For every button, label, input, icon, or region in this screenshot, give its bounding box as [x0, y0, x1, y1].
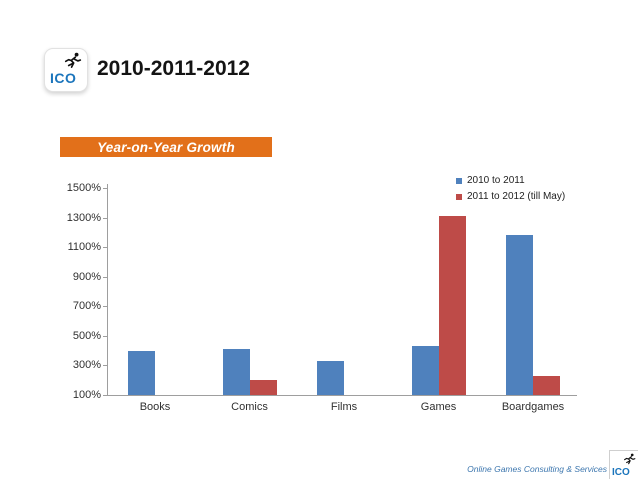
category-label: Films	[330, 401, 358, 413]
bar	[128, 350, 155, 395]
y-tick-mark	[103, 247, 107, 249]
y-tick-mark	[103, 276, 107, 278]
ico-logo: ICO	[44, 48, 88, 92]
y-tick-label: 300%	[72, 359, 101, 372]
y-tick-mark	[103, 365, 107, 367]
bar	[317, 360, 344, 395]
y-tick-label: 100%	[72, 389, 101, 401]
x-axis	[107, 395, 577, 396]
bar	[438, 216, 466, 395]
category-label: Boardgames	[501, 401, 565, 413]
footer-logo: ICO	[609, 450, 638, 479]
legend-item: 2011 to 2012 (till May)	[456, 192, 565, 202]
y-tick-label: 1300%	[66, 211, 101, 224]
y-tick-label: 700%	[72, 300, 101, 313]
growth-banner-label: Year-on-Year Growth	[97, 139, 235, 155]
legend-item: 2010 to 2011	[456, 176, 565, 186]
y-tick-mark	[103, 395, 107, 396]
page-title: 2010-2011-2012	[97, 57, 250, 80]
bar	[506, 235, 533, 395]
growth-banner: Year-on-Year Growth	[60, 137, 272, 157]
running-man-icon	[622, 452, 636, 470]
legend-swatch	[456, 194, 462, 200]
bar	[411, 346, 439, 395]
legend-label: 2011 to 2012 (till May)	[467, 191, 566, 202]
legend-swatch	[456, 178, 462, 184]
y-tick-mark	[103, 306, 107, 308]
category-label: Comics	[231, 401, 268, 413]
y-tick-mark	[103, 335, 107, 337]
footer-credit: Online Games Consulting & Services	[467, 464, 607, 474]
footer-logo-text: ICO	[612, 467, 630, 478]
running-man-icon	[62, 52, 82, 74]
y-tick-label: 500%	[72, 329, 101, 342]
y-tick-label: 900%	[72, 270, 101, 283]
legend-label: 2010 to 2011	[467, 175, 525, 186]
y-tick-mark	[103, 188, 107, 189]
bar	[222, 349, 250, 395]
category-label: Games	[420, 401, 457, 413]
y-tick-mark	[103, 217, 107, 219]
bar	[533, 375, 560, 395]
legend: 2010 to 2011 2011 to 2012 (till May)	[456, 176, 565, 208]
y-tick-label: 1100%	[67, 241, 101, 254]
y-tick-label: 1500%	[66, 182, 101, 194]
category-label: Books	[139, 401, 171, 413]
y-axis	[107, 184, 108, 396]
ico-logo-text: ICO	[50, 70, 77, 86]
bar	[249, 380, 277, 395]
